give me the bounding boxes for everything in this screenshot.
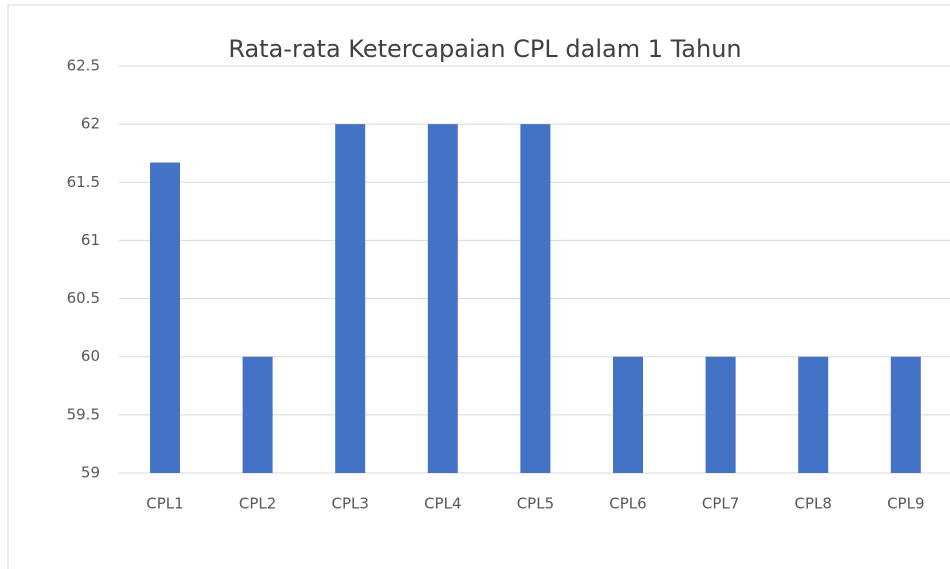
y-tick-label: 59 — [81, 464, 100, 482]
bar — [427, 124, 458, 474]
y-tick-label: 60 — [81, 347, 100, 365]
y-tick-label: 61.5 — [67, 173, 100, 191]
y-tick-label: 62 — [81, 115, 100, 133]
bar — [520, 124, 551, 474]
y-tick-label: 59.5 — [67, 405, 100, 423]
bar — [798, 356, 829, 473]
x-tick-label: CPL1 — [146, 495, 183, 513]
x-tick-label: CPL2 — [239, 495, 276, 513]
bar — [890, 356, 921, 473]
bar — [242, 356, 273, 473]
x-tick-label: CPL7 — [702, 495, 739, 513]
x-tick-label: CPL6 — [609, 495, 646, 513]
bar — [335, 124, 366, 474]
bar — [705, 356, 736, 473]
x-tick-label: CPL3 — [331, 495, 368, 513]
y-tick-label: 62.5 — [67, 57, 100, 75]
x-tick-label: CPL4 — [424, 495, 461, 513]
x-tick-label: CPL8 — [794, 495, 831, 513]
x-tick-label: CPL5 — [517, 495, 554, 513]
bar — [613, 356, 643, 473]
y-tick-label: 61 — [81, 231, 100, 249]
bar — [150, 162, 180, 473]
y-tick-label: 60.5 — [67, 289, 100, 307]
x-tick-label: CPL9 — [887, 495, 924, 513]
chart-frame — [7, 4, 950, 569]
chart-title: Rata-rata Ketercapaian CPL dalam 1 Tahun — [228, 35, 741, 63]
